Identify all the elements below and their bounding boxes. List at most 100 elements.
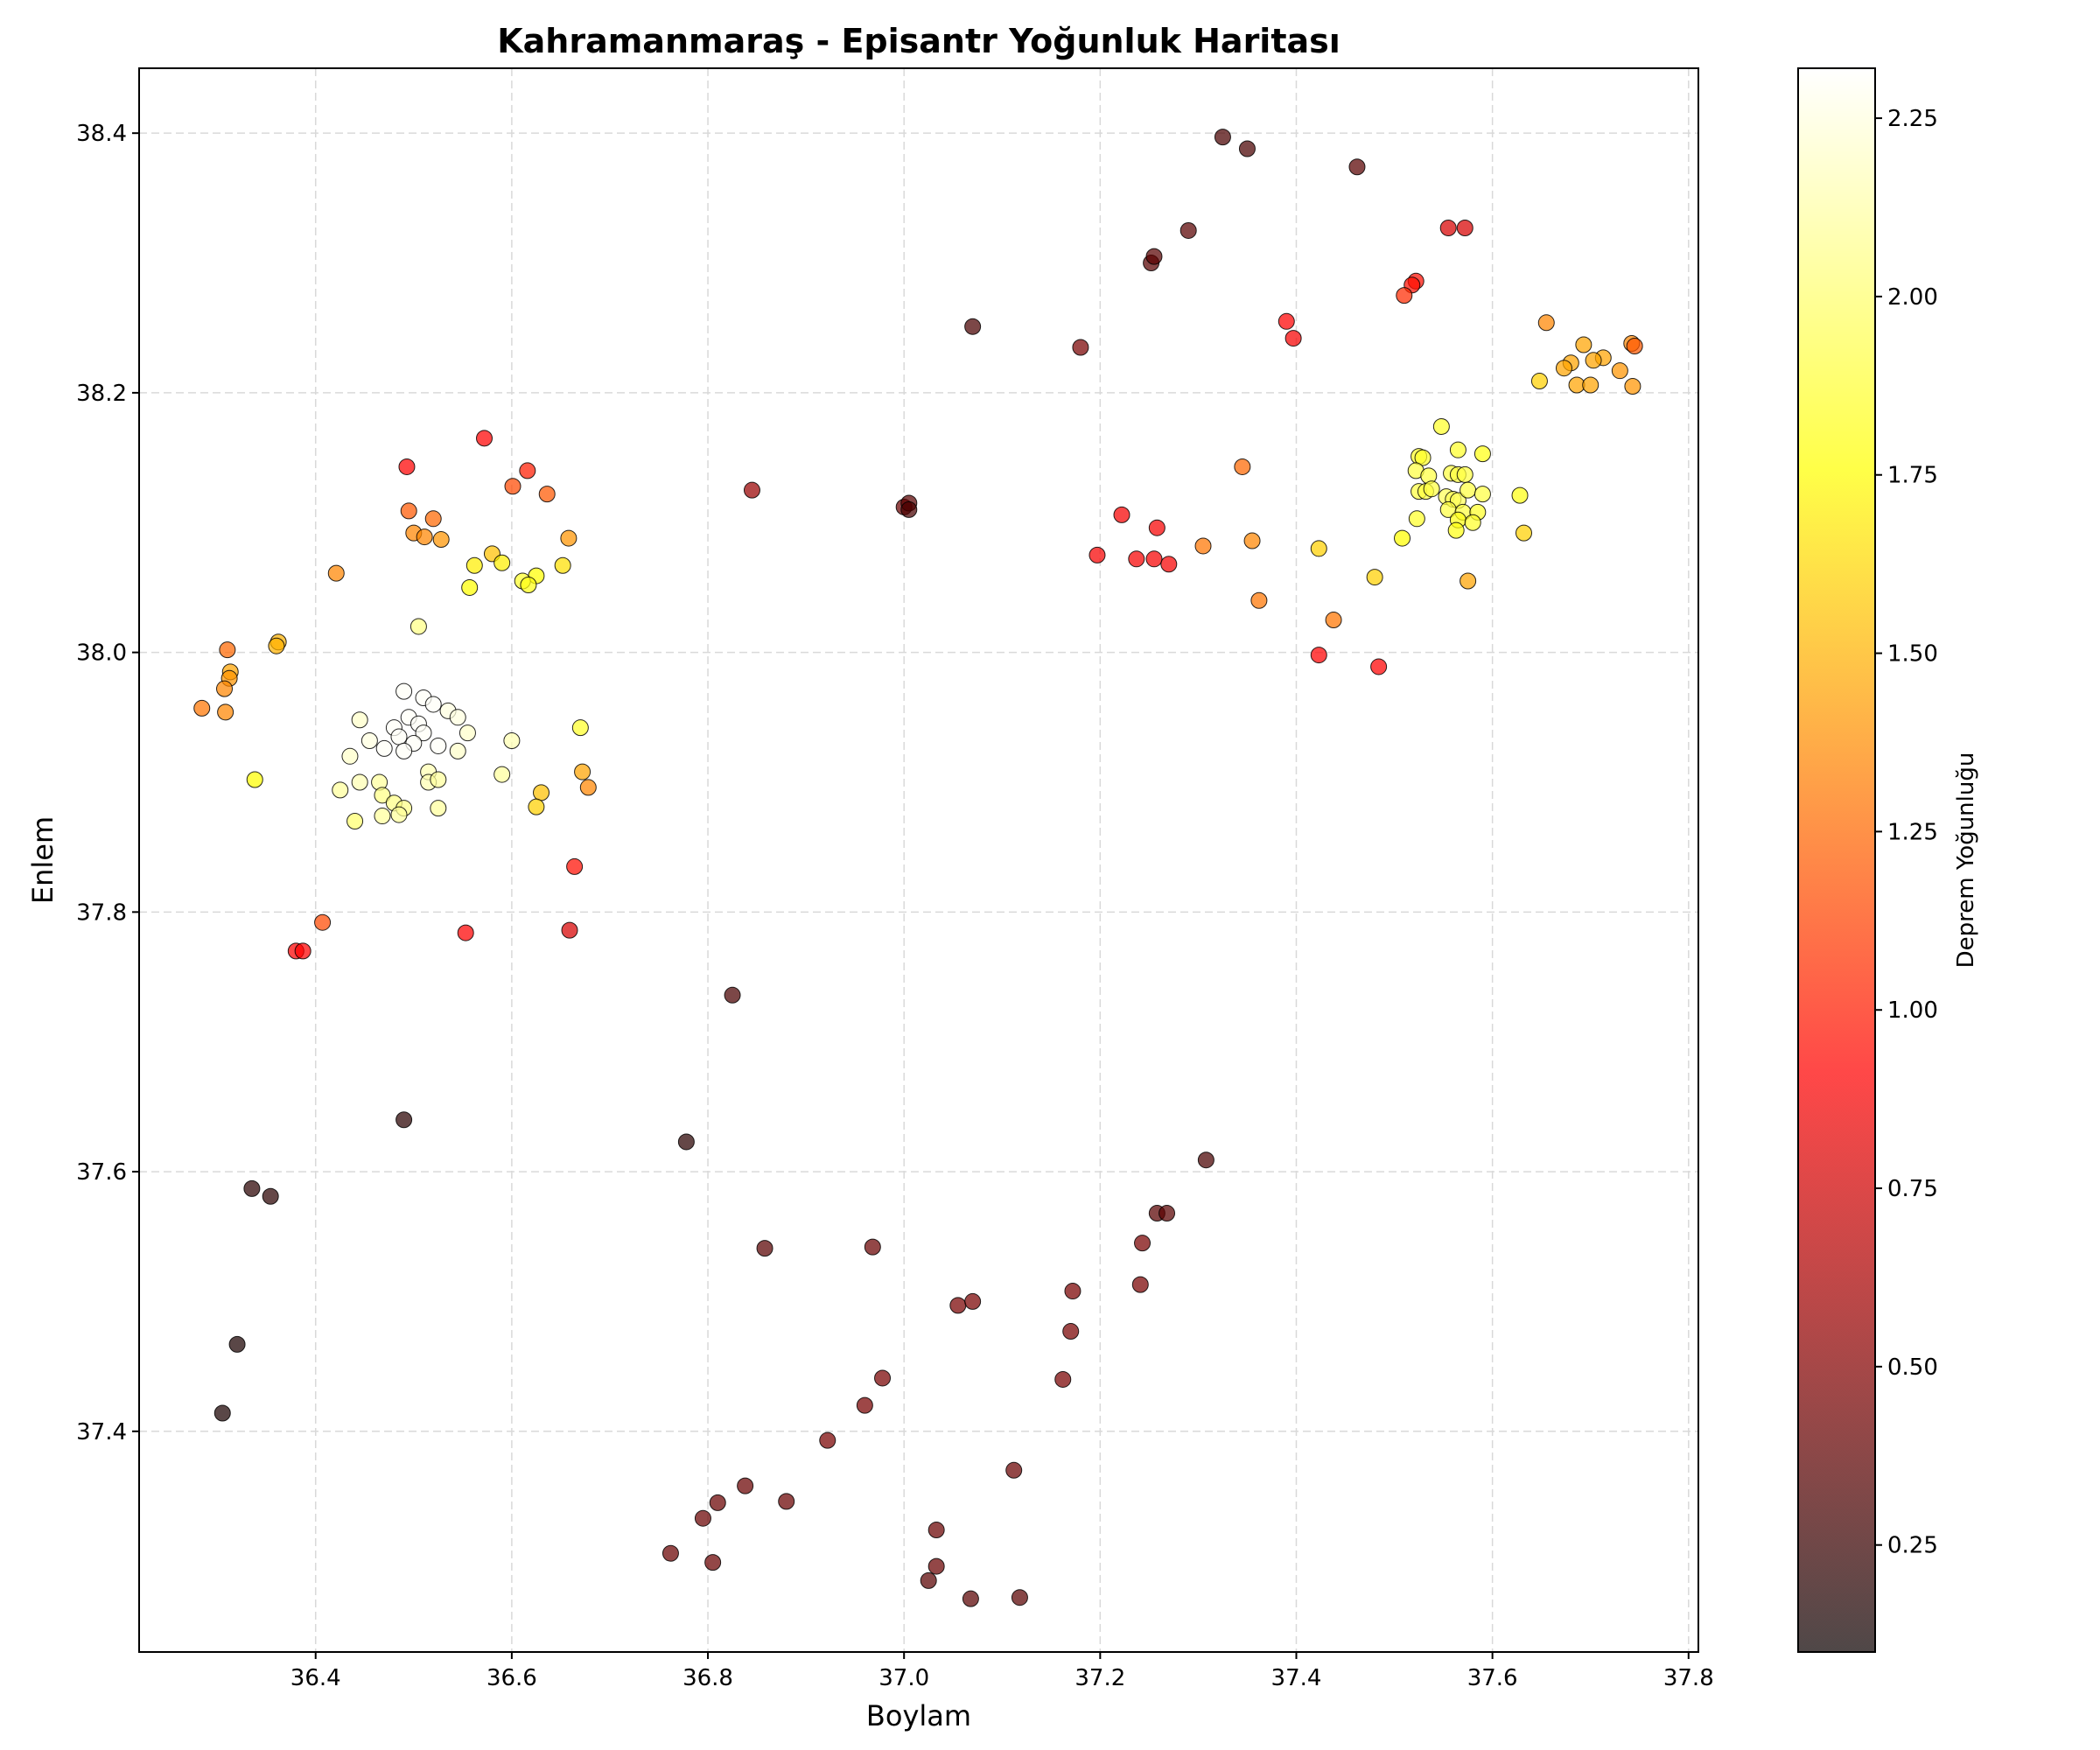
data-point bbox=[1062, 1323, 1080, 1340]
data-point bbox=[1128, 550, 1145, 568]
data-point bbox=[964, 318, 982, 335]
data-point bbox=[1131, 1276, 1149, 1293]
colorbar-tick-label: 0.50 bbox=[1887, 1354, 1938, 1381]
data-point bbox=[1180, 221, 1197, 239]
data-point bbox=[1447, 522, 1465, 539]
data-point bbox=[466, 556, 483, 574]
colorbar-ticks: 0.25 0.50 0.75 1.00 1.25 1.50 1.75 2.00 2.25 bbox=[1875, 106, 1938, 1559]
y-tick-label: 37.4 bbox=[76, 1419, 127, 1446]
chart-title: Kahramanmaraş - Episantr Yoğunluk Harita… bbox=[497, 22, 1340, 60]
x-tick-label: 36.4 bbox=[290, 1665, 341, 1691]
y-tick-label: 38.4 bbox=[76, 121, 127, 147]
data-point bbox=[677, 1133, 695, 1151]
data-point bbox=[193, 699, 211, 717]
data-point bbox=[694, 1509, 711, 1527]
data-point bbox=[430, 771, 447, 788]
data-point bbox=[1366, 569, 1383, 586]
data-point bbox=[398, 458, 416, 475]
colorbar-tick-label: 1.75 bbox=[1887, 463, 1938, 489]
data-point bbox=[1197, 1152, 1214, 1169]
data-point bbox=[217, 704, 234, 721]
data-point bbox=[430, 800, 447, 817]
data-point bbox=[962, 1590, 979, 1607]
data-point bbox=[1449, 441, 1466, 458]
data-point bbox=[216, 680, 234, 697]
data-point bbox=[504, 478, 522, 495]
data-point bbox=[1474, 445, 1491, 463]
data-point bbox=[1582, 376, 1600, 394]
x-tick-label: 36.6 bbox=[486, 1665, 537, 1691]
data-point bbox=[1624, 377, 1642, 395]
x-tick-label: 37.6 bbox=[1467, 1665, 1518, 1691]
x-tick-label: 37.0 bbox=[878, 1665, 929, 1691]
x-axis-label: Boylam bbox=[866, 1699, 971, 1732]
data-point bbox=[430, 737, 447, 754]
data-point bbox=[1054, 1370, 1072, 1388]
data-point bbox=[1145, 550, 1163, 568]
x-axis-ticks: 36.4 36.6 36.8 37.0 37.2 37.4 37.6 37.8 bbox=[290, 1652, 1714, 1691]
y-axis-ticks: 37.4 37.6 37.8 38.0 38.2 38.4 bbox=[76, 121, 139, 1446]
data-point bbox=[1460, 481, 1477, 499]
data-point bbox=[1278, 312, 1295, 330]
data-point bbox=[1575, 336, 1592, 354]
data-point bbox=[1370, 658, 1388, 676]
data-point bbox=[1148, 519, 1166, 536]
data-point bbox=[346, 812, 364, 830]
x-tick-label: 36.8 bbox=[682, 1665, 733, 1691]
data-points bbox=[193, 129, 1643, 1607]
colorbar-frame bbox=[1797, 67, 1876, 1653]
data-point bbox=[920, 1572, 937, 1589]
data-point bbox=[949, 1297, 967, 1314]
data-point bbox=[341, 747, 359, 765]
data-point bbox=[360, 732, 378, 750]
data-point bbox=[449, 709, 466, 726]
data-point bbox=[1530, 373, 1548, 390]
data-point bbox=[1408, 510, 1425, 528]
data-point bbox=[737, 1477, 754, 1494]
data-point bbox=[1396, 287, 1413, 304]
data-point bbox=[1611, 362, 1628, 380]
data-point bbox=[400, 502, 417, 520]
data-point bbox=[1585, 352, 1602, 369]
data-point bbox=[1432, 417, 1450, 435]
data-point bbox=[778, 1493, 795, 1510]
data-point bbox=[1414, 449, 1432, 466]
data-point bbox=[1113, 506, 1130, 523]
data-point bbox=[432, 531, 450, 549]
data-point bbox=[476, 430, 494, 447]
data-point bbox=[1394, 529, 1411, 547]
data-point bbox=[314, 914, 332, 931]
data-point bbox=[294, 942, 312, 960]
data-point bbox=[743, 481, 760, 499]
data-point bbox=[458, 724, 476, 742]
data-point bbox=[1555, 360, 1572, 377]
data-point bbox=[1460, 572, 1477, 590]
data-point bbox=[214, 1404, 231, 1422]
data-point bbox=[503, 732, 521, 750]
data-point bbox=[579, 779, 597, 796]
data-point bbox=[396, 1111, 413, 1129]
colorbar bbox=[1798, 68, 1875, 1652]
data-point bbox=[928, 1558, 945, 1575]
data-point bbox=[228, 1335, 246, 1353]
data-point bbox=[416, 528, 433, 546]
data-point bbox=[900, 500, 918, 518]
data-point bbox=[1348, 158, 1366, 176]
data-point bbox=[964, 1292, 982, 1310]
data-point bbox=[243, 1180, 261, 1197]
data-point bbox=[724, 986, 741, 1004]
data-point bbox=[566, 858, 584, 875]
data-point bbox=[1423, 480, 1440, 498]
data-point bbox=[1626, 337, 1643, 354]
data-point bbox=[520, 576, 537, 593]
colorbar-tick-label: 0.25 bbox=[1887, 1533, 1938, 1559]
y-tick-label: 37.8 bbox=[76, 900, 127, 926]
data-point bbox=[1072, 339, 1089, 356]
data-point bbox=[1439, 219, 1457, 236]
colorbar-label: Deprem Yoğunluğu bbox=[1953, 752, 1979, 969]
data-point bbox=[1310, 540, 1327, 557]
data-point bbox=[519, 462, 536, 480]
data-point bbox=[1214, 129, 1231, 146]
